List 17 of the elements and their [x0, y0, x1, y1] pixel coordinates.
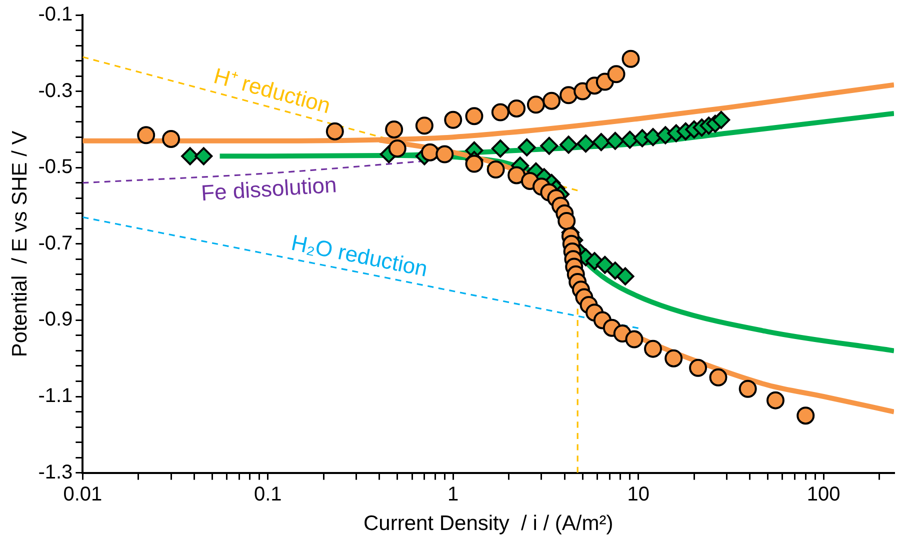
y-tick-label: -0.5	[38, 156, 73, 178]
x-tick-label: 0.1	[254, 483, 282, 506]
y-tick-label: -1.3	[38, 461, 73, 484]
y-tick-label: -0.1	[38, 4, 73, 26]
x-tick-label: 1	[448, 483, 459, 506]
x-tick-label: 10	[627, 483, 650, 506]
x-axis-title: Current Density / i / (A/m²)	[363, 512, 614, 536]
text: H₂O reduction	[289, 230, 430, 282]
x-tick-label: 100	[806, 483, 840, 506]
x-tick-label: 0.01	[63, 483, 102, 506]
y-tick-label: -0.9	[38, 308, 73, 331]
y-tick-label: -1.1	[38, 385, 73, 408]
y-tick-label: -0.7	[38, 232, 73, 254]
series-label: Fe dissolution	[200, 172, 338, 206]
text: H⁺ reduction	[211, 63, 334, 118]
y-tick-label: -0.3	[38, 80, 73, 102]
y-axis-title: Potential / E vs SHE / V	[8, 130, 32, 358]
